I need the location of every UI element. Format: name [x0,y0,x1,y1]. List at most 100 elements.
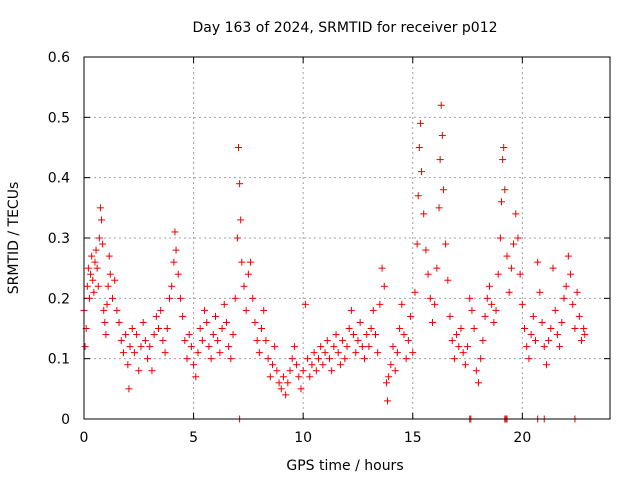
data-point [84,264,92,272]
data-point [328,367,336,375]
data-point [236,180,244,188]
data-point [498,198,506,206]
data-point [104,282,112,290]
data-point [571,325,579,332]
data-point [437,101,445,109]
data-point [503,252,511,260]
data-point [409,349,417,357]
data-point [152,312,160,320]
ticks: 0 5 10 15 20 0 0.1 0.2 0.3 0.4 0.5 0.6 [48,50,610,446]
data-point [176,294,184,302]
data-point [286,367,294,375]
data-point [171,228,179,236]
data-point [207,355,215,363]
data-point [416,119,424,127]
data-point [529,312,537,320]
data-point [426,294,434,302]
data-point [547,325,555,332]
y-tick-label: 0.6 [48,50,70,66]
data-point [341,355,349,363]
data-point [124,361,132,369]
data-point [262,337,270,345]
chart-title: Day 163 of 2024, SRMTID for receiver p01… [192,20,497,36]
data-point [146,343,154,351]
data-point [494,270,502,278]
data-point [442,240,450,248]
data-point [275,379,283,387]
data-point [122,331,130,339]
data-point [453,331,461,339]
data-point [119,349,127,357]
data-point [83,282,91,290]
data-point [580,325,588,332]
data-point [299,367,307,375]
data-point [332,331,340,339]
data-point [229,331,237,339]
data-point [93,264,101,272]
data-point [91,258,99,266]
data-point [466,294,474,302]
data-point [334,349,342,357]
data-point [545,337,553,345]
data-point [488,300,496,308]
data-point [575,312,583,320]
data-point [163,325,171,332]
data-point [450,355,458,363]
data-point [356,318,364,326]
data-point [505,288,513,296]
data-point [418,168,426,176]
data-point [475,379,482,387]
data-point [113,306,121,314]
data-point [350,331,358,339]
data-point [516,270,524,278]
data-point [214,337,222,345]
data-point [542,361,550,369]
data-point [455,343,463,351]
y-tick-label: 0.2 [48,291,70,307]
data-point [376,300,384,308]
data-point [525,355,533,363]
data-point [227,355,235,363]
data-point [139,318,147,326]
data-point [212,312,219,320]
data-point [240,282,248,290]
data-point [518,300,526,308]
data-point [400,331,408,339]
data-point [187,343,195,351]
data-point [253,337,261,345]
data-point [218,325,226,332]
data-point [414,192,422,200]
data-point [194,349,202,357]
data-point [172,246,180,254]
data-point [361,355,369,363]
data-point [446,312,454,320]
data-point [290,343,298,351]
data-point [485,282,493,290]
data-point [266,373,274,381]
data-point [111,276,119,284]
data-point [354,337,362,345]
data-point [347,306,355,314]
data-point [315,355,323,363]
data-point [190,361,198,369]
data-point [205,343,213,351]
data-point [106,270,114,278]
data-point [144,355,152,363]
data-point [306,373,314,381]
data-point [161,349,169,357]
x-tick-label: 20 [513,430,531,446]
x-tick-label: 15 [404,430,422,446]
data-point [330,343,338,351]
data-point [128,325,136,332]
data-point [339,337,347,345]
data-point [472,367,480,375]
data-point [225,343,233,351]
data-point [464,343,472,351]
data-point [148,367,156,375]
data-point [126,343,134,351]
data-point [98,216,106,224]
data-point [222,318,230,326]
data-point [380,282,388,290]
data-point [94,282,102,290]
